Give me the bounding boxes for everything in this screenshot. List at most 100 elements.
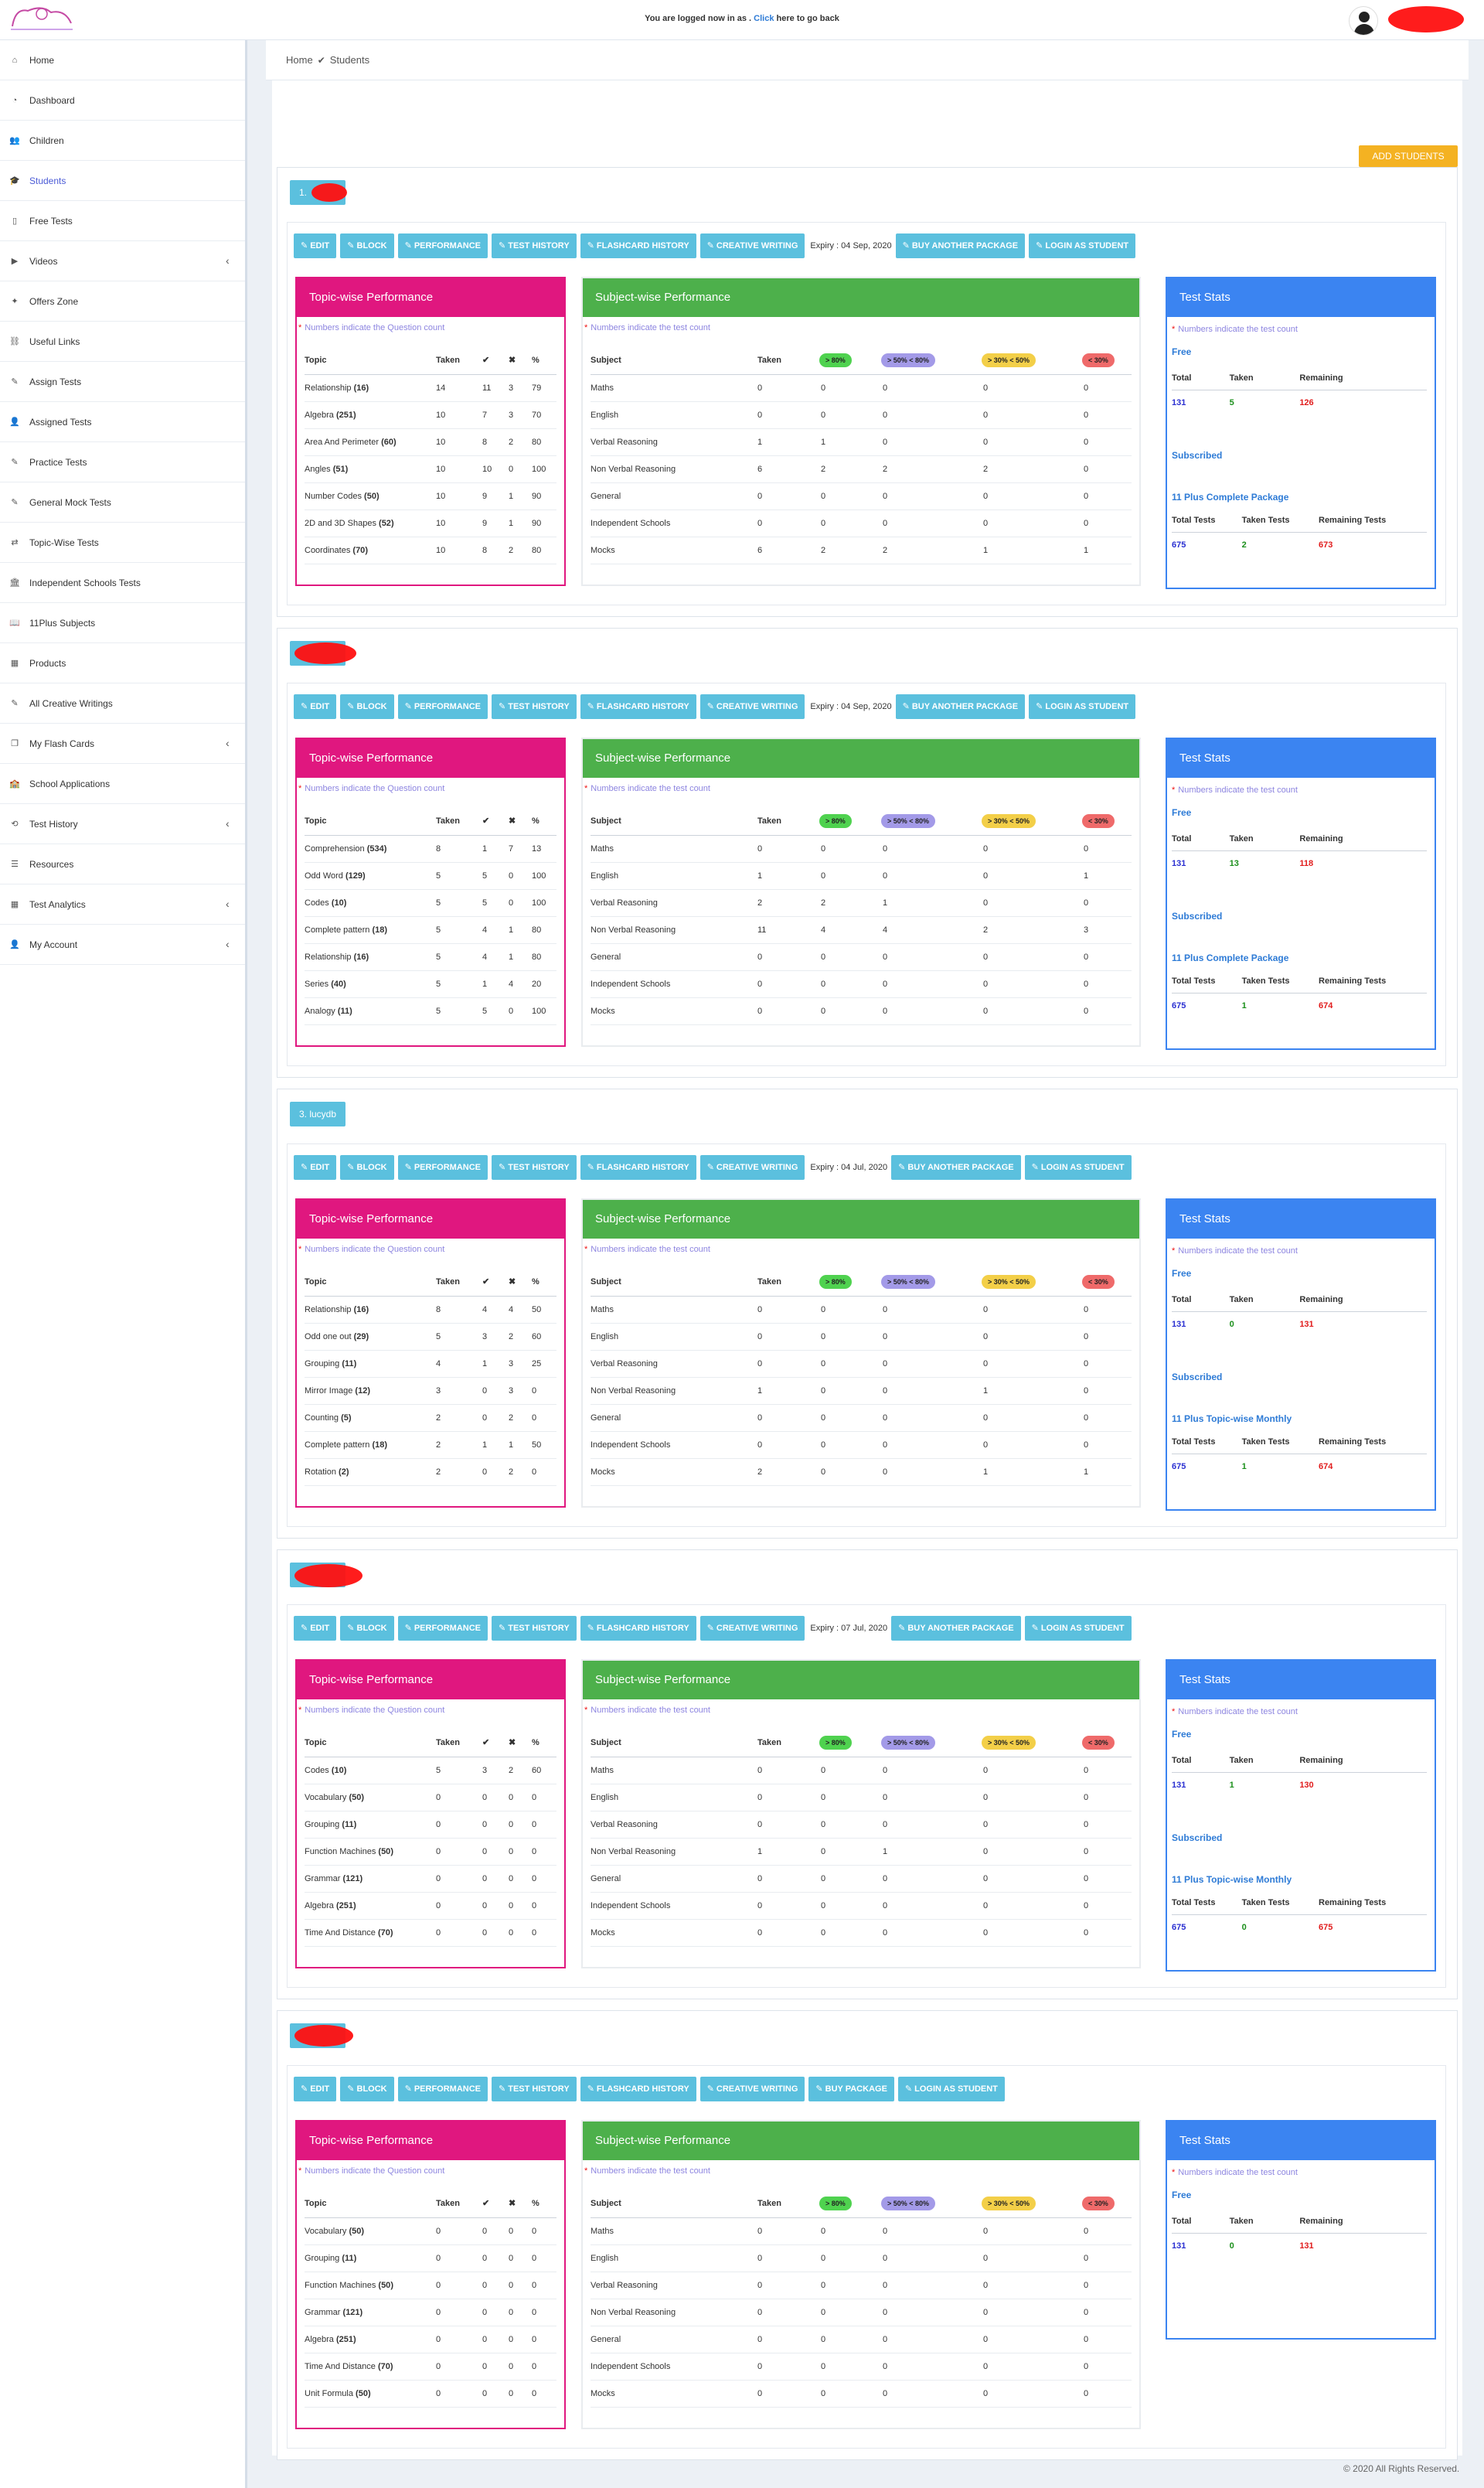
- package-name[interactable]: 11 Plus Complete Package: [1172, 953, 1289, 963]
- subscribed-label[interactable]: Subscribed: [1172, 1372, 1223, 1382]
- sidebar-item-assign-tests[interactable]: ✎ Assign Tests: [0, 362, 245, 402]
- column-header: Taken: [1229, 366, 1300, 390]
- subscribed-label[interactable]: Subscribed: [1172, 1832, 1223, 1843]
- column-header: Taken: [757, 346, 819, 375]
- sidebar-item-students[interactable]: 🎓 Students: [0, 161, 245, 201]
- flashcard-history-button[interactable]: ✎ FLASHCARD HISTORY: [580, 233, 696, 258]
- performance-button[interactable]: ✎ PERFORMANCE: [397, 694, 488, 719]
- question-count-note: * Numbers indicate the Question count: [298, 2166, 445, 2176]
- login-as-student-button[interactable]: ✎ LOGIN AS STUDENT: [1024, 1616, 1132, 1641]
- sidebar-item-all-creative-writings[interactable]: ✎ All Creative Writings: [0, 683, 245, 724]
- column-header: > 30% < 50%: [982, 807, 1082, 836]
- sidebar-item-test-analytics[interactable]: ▦ Test Analytics ‹: [0, 884, 245, 925]
- value-cell: 60: [532, 1757, 556, 1784]
- sidebar-item-my-account[interactable]: 👤 My Account ‹: [0, 925, 245, 965]
- student-name-badge[interactable]: 3. lucydb: [290, 1102, 346, 1126]
- edit-button[interactable]: ✎ EDIT: [294, 233, 337, 258]
- edit-button-label: EDIT: [310, 2084, 330, 2094]
- test-history-button[interactable]: ✎ TEST HISTORY: [492, 233, 577, 258]
- buy-another-package-button[interactable]: ✎ BUY ANOTHER PACKAGE: [891, 1616, 1021, 1641]
- package-name[interactable]: 11 Plus Topic-wise Monthly: [1172, 1413, 1292, 1424]
- free-label[interactable]: Free: [1172, 1729, 1192, 1740]
- flashcard-history-button[interactable]: ✎ FLASHCARD HISTORY: [580, 1155, 696, 1180]
- block-button[interactable]: ✎ BLOCK: [340, 1616, 394, 1641]
- edit-button[interactable]: ✎ EDIT: [294, 2077, 337, 2101]
- sidebar-item-my-flash-cards[interactable]: ❐ My Flash Cards ‹: [0, 724, 245, 764]
- subscribed-label[interactable]: Subscribed: [1172, 450, 1223, 461]
- edit-button[interactable]: ✎ EDIT: [294, 694, 337, 719]
- package-name[interactable]: 11 Plus Complete Package: [1172, 492, 1289, 503]
- add-students-button[interactable]: ADD STUDENTS: [1359, 145, 1458, 167]
- range-badge: > 30% < 50%: [982, 1735, 1036, 1750]
- package-name[interactable]: 11 Plus Topic-wise Monthly: [1172, 1874, 1292, 1885]
- creative-writing-button[interactable]: ✎ CREATIVE WRITING: [699, 233, 805, 258]
- creative-writing-button[interactable]: ✎ CREATIVE WRITING: [699, 2077, 805, 2101]
- creative-writing-button[interactable]: ✎ CREATIVE WRITING: [699, 694, 805, 719]
- sidebar-item-topic-wise-tests[interactable]: ⇄ Topic-Wise Tests: [0, 523, 245, 563]
- buy-another-package-button[interactable]: ✎ BUY ANOTHER PACKAGE: [895, 694, 1026, 719]
- sidebar-item-test-history[interactable]: ⟲ Test History ‹: [0, 804, 245, 844]
- test-history-button[interactable]: ✎ TEST HISTORY: [492, 694, 577, 719]
- free-label[interactable]: Free: [1172, 346, 1192, 357]
- sidebar-item-useful-links[interactable]: ⛓ Useful Links: [0, 322, 245, 362]
- table-row: Mocks 0 0 0 0 0: [591, 997, 1132, 1025]
- sidebar-item-children[interactable]: 👥 Children: [0, 121, 245, 161]
- sidebar-item-videos[interactable]: ▶ Videos ‹: [0, 241, 245, 281]
- block-button[interactable]: ✎ BLOCK: [340, 694, 394, 719]
- table-row: Odd Word (129) 5 5 0 100: [305, 862, 556, 890]
- test-history-button[interactable]: ✎ TEST HISTORY: [492, 1616, 577, 1641]
- flashcard-history-button[interactable]: ✎ FLASHCARD HISTORY: [580, 1616, 696, 1641]
- login-as-student-button[interactable]: ✎ LOGIN AS STUDENT: [897, 2077, 1005, 2101]
- sidebar-item-practice-tests[interactable]: ✎ Practice Tests: [0, 442, 245, 482]
- free-label[interactable]: Free: [1172, 2190, 1192, 2200]
- user-avatar-icon[interactable]: [1349, 6, 1378, 36]
- login-as-student-button-label: LOGIN AS STUDENT: [1045, 241, 1129, 251]
- flashcard-history-button[interactable]: ✎ FLASHCARD HISTORY: [580, 2077, 696, 2101]
- sidebar-item-assigned-tests[interactable]: 👤 Assigned Tests: [0, 402, 245, 442]
- sidebar-item-school-applications[interactable]: 🏫 School Applications: [0, 764, 245, 804]
- value-cell: 0: [757, 1296, 819, 1324]
- sidebar-item-offers-zone[interactable]: ✦ Offers Zone: [0, 281, 245, 322]
- test-count-note: * Numbers indicate the test count: [1172, 2168, 1298, 2177]
- creative-writing-button[interactable]: ✎ CREATIVE WRITING: [699, 1616, 805, 1641]
- sidebar-item-free-tests[interactable]: ▯ Free Tests: [0, 201, 245, 241]
- range-badge: > 30% < 50%: [982, 353, 1036, 367]
- buy-another-package-button[interactable]: ✎ BUY ANOTHER PACKAGE: [891, 1155, 1021, 1180]
- block-button[interactable]: ✎ BLOCK: [340, 233, 394, 258]
- login-as-student-button[interactable]: ✎ LOGIN AS STUDENT: [1029, 233, 1136, 258]
- value-cell: 0: [532, 2272, 556, 2299]
- buy-package-button[interactable]: ✎ BUY PACKAGE: [808, 2077, 894, 2101]
- performance-button[interactable]: ✎ PERFORMANCE: [397, 233, 488, 258]
- subscribed-label[interactable]: Subscribed: [1172, 911, 1223, 922]
- sidebar-item-11plus-subjects[interactable]: 📖 11Plus Subjects: [0, 603, 245, 643]
- value-cell: 0: [482, 2299, 509, 2326]
- buy-another-package-button[interactable]: ✎ BUY ANOTHER PACKAGE: [895, 233, 1026, 258]
- sidebar-item-dashboard[interactable]: ◔ Dashboard: [0, 80, 245, 121]
- sidebar-item-home[interactable]: ⌂ Home: [0, 40, 245, 80]
- creative-writing-button[interactable]: ✎ CREATIVE WRITING: [699, 1155, 805, 1180]
- flashcard-history-button[interactable]: ✎ FLASHCARD HISTORY: [580, 694, 696, 719]
- edit-button[interactable]: ✎ EDIT: [294, 1155, 337, 1180]
- logo[interactable]: [5, 3, 79, 37]
- performance-button[interactable]: ✎ PERFORMANCE: [397, 1616, 488, 1641]
- free-label[interactable]: Free: [1172, 1268, 1192, 1279]
- test-history-button[interactable]: ✎ TEST HISTORY: [492, 2077, 577, 2101]
- sidebar-item-products[interactable]: ▦ Products: [0, 643, 245, 683]
- login-as-student-button[interactable]: ✎ LOGIN AS STUDENT: [1029, 694, 1136, 719]
- performance-button[interactable]: ✎ PERFORMANCE: [397, 2077, 488, 2101]
- sidebar-item-general-mock-tests[interactable]: ✎ General Mock Tests: [0, 482, 245, 523]
- free-label[interactable]: Free: [1172, 807, 1192, 818]
- go-back-link[interactable]: Click: [754, 14, 774, 23]
- edit-button[interactable]: ✎ EDIT: [294, 1616, 337, 1641]
- sidebar-item-resources[interactable]: ☰ Resources: [0, 844, 245, 884]
- sidebar-item-independent-schools-tests[interactable]: 🏛 Independent Schools Tests: [0, 563, 245, 603]
- question-count: (11): [342, 1819, 357, 1829]
- breadcrumb-home[interactable]: Home: [286, 54, 313, 66]
- breadcrumb-bar: Home ✔ Students: [266, 40, 1469, 80]
- block-button[interactable]: ✎ BLOCK: [340, 2077, 394, 2101]
- block-button[interactable]: ✎ BLOCK: [340, 1155, 394, 1180]
- test-history-button[interactable]: ✎ TEST HISTORY: [492, 1155, 577, 1180]
- login-as-student-button[interactable]: ✎ LOGIN AS STUDENT: [1024, 1155, 1132, 1180]
- performance-button[interactable]: ✎ PERFORMANCE: [397, 1155, 488, 1180]
- column-header: Subject: [591, 1729, 757, 1757]
